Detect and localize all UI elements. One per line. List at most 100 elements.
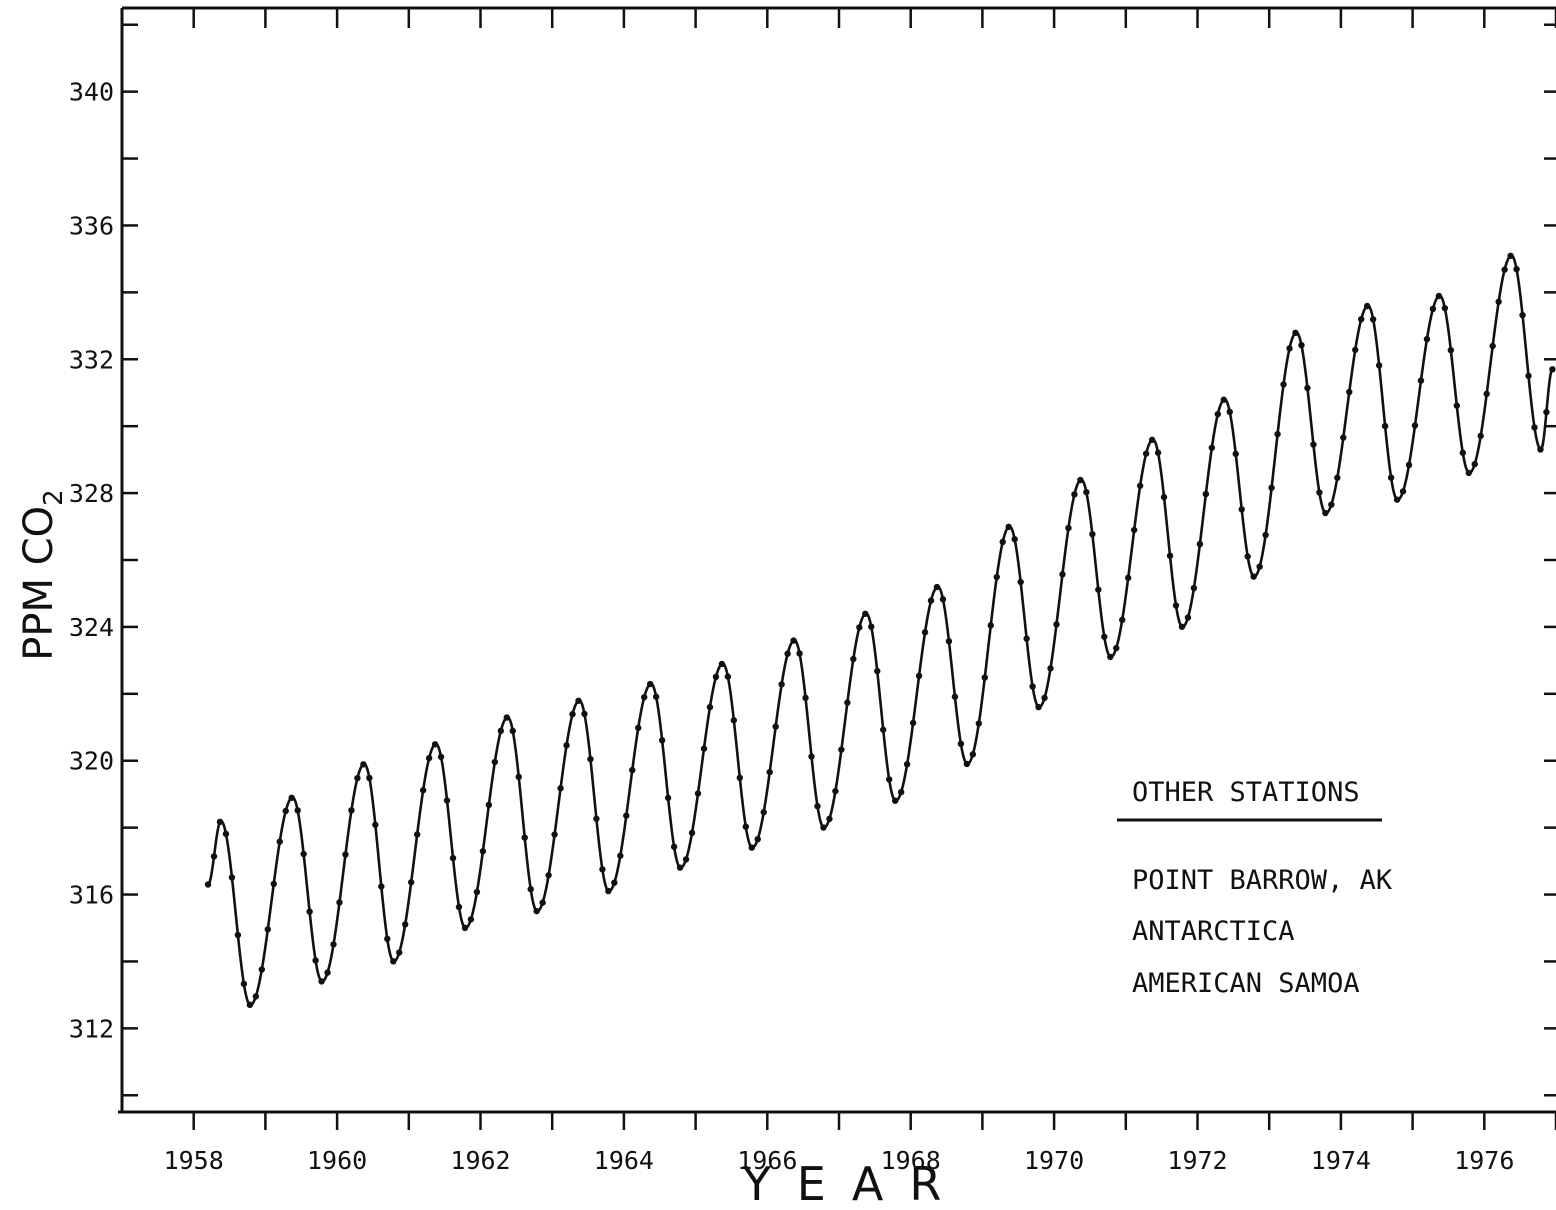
- co2-point: [509, 727, 516, 735]
- co2-point: [1501, 266, 1508, 273]
- co2-point: [820, 824, 827, 831]
- co2-point: [635, 724, 642, 732]
- co2-point: [1095, 586, 1102, 593]
- co2-point: [1525, 372, 1532, 380]
- co2-point: [1286, 345, 1293, 352]
- y-tick-label: 336: [69, 211, 114, 240]
- co2-point: [1256, 563, 1263, 570]
- co2-point: [1023, 635, 1030, 642]
- co2-point: [1346, 388, 1353, 396]
- co2-point: [1423, 335, 1431, 343]
- co2-point: [1071, 491, 1078, 498]
- co2-point: [999, 538, 1006, 546]
- co2-point: [1316, 489, 1323, 496]
- y-tick-label: 332: [69, 345, 114, 374]
- co2-point: [1543, 408, 1550, 416]
- co2-point: [676, 864, 684, 871]
- co2-point: [437, 753, 445, 761]
- co2-point: [1035, 703, 1042, 711]
- co2-point: [1113, 644, 1120, 652]
- co2-point: [1238, 506, 1245, 513]
- co2-point: [945, 638, 953, 645]
- co2-point: [844, 699, 851, 706]
- legend-entry-2: ANTARCTICA: [1132, 916, 1295, 947]
- co2-point: [670, 843, 678, 850]
- co2-point: [1244, 553, 1251, 560]
- co2-point: [1119, 616, 1126, 624]
- co2-point: [1465, 469, 1472, 477]
- co2-point: [467, 916, 475, 923]
- co2-point: [204, 881, 212, 888]
- co2-point: [240, 980, 248, 988]
- co2-point: [1447, 346, 1455, 354]
- legend-entry-3: AMERICAN SAMOA: [1132, 968, 1360, 999]
- co2-point: [1489, 342, 1496, 350]
- co2-point: [276, 838, 283, 845]
- legend-entry-1: POINT BARROW, AK: [1132, 865, 1393, 896]
- co2-point: [1130, 526, 1138, 534]
- co2-point: [431, 741, 439, 748]
- co2-point: [617, 852, 624, 859]
- co2-point: [1083, 488, 1090, 496]
- co2-point: [557, 785, 564, 792]
- x-axis-title: YEAR: [742, 1157, 968, 1210]
- co2-point: [1089, 530, 1096, 538]
- y-axis-ticks: 312 316 320 324 328 332 336 340: [69, 23, 1556, 1097]
- co2-point: [1358, 315, 1365, 323]
- co2-point: [222, 830, 230, 838]
- co2-points: [204, 252, 1556, 1009]
- co2-point: [623, 812, 630, 819]
- co2-point: [551, 831, 558, 838]
- co2-point: [1226, 408, 1233, 416]
- co2-point: [234, 931, 242, 939]
- co2-point: [581, 710, 588, 718]
- co2-point: [294, 807, 301, 814]
- co2-point: [479, 848, 487, 855]
- co2-point: [748, 844, 755, 851]
- co2-point: [1005, 523, 1012, 531]
- co2-point: [927, 597, 935, 604]
- x-tick-label: 1976: [1454, 1146, 1514, 1175]
- co2-point: [1107, 653, 1114, 661]
- co2-point: [1011, 536, 1018, 543]
- co2-point: [443, 797, 451, 804]
- y-axis-title: PPM CO2: [16, 489, 69, 660]
- co2-point: [766, 768, 773, 776]
- co2-point: [1507, 252, 1514, 260]
- co2-point: [1328, 501, 1335, 508]
- co2-point: [1519, 311, 1526, 319]
- co2-point: [897, 788, 905, 796]
- co2-point: [1190, 584, 1198, 592]
- co2-point: [1429, 305, 1437, 313]
- co2-point: [1268, 484, 1275, 491]
- co2-point: [1513, 265, 1520, 273]
- co2-point: [760, 809, 767, 816]
- co2-point: [921, 629, 929, 636]
- co2-point: [694, 790, 702, 797]
- co2-point: [838, 746, 845, 753]
- co2-point: [1369, 316, 1377, 323]
- co2-point: [1298, 341, 1305, 349]
- co2-point: [778, 681, 785, 688]
- co2-point: [545, 872, 552, 879]
- co2-point: [527, 885, 534, 893]
- co2-point: [850, 655, 857, 663]
- co2-point: [282, 807, 289, 815]
- co2-point: [939, 596, 947, 603]
- co2-point: [449, 854, 457, 862]
- x-tick-label: 1970: [1024, 1146, 1084, 1175]
- co2-point: [503, 714, 510, 721]
- co2-point: [473, 888, 481, 896]
- co2-point: [1495, 298, 1502, 305]
- co2-point: [969, 751, 977, 758]
- co2-point: [1029, 683, 1036, 690]
- co2-point: [1202, 490, 1210, 498]
- co2-point: [951, 693, 959, 700]
- co2-point: [539, 899, 546, 906]
- y-tick-label: 316: [69, 881, 114, 910]
- co2-point: [264, 926, 271, 933]
- co2-point: [1531, 424, 1538, 431]
- co2-point: [372, 821, 379, 828]
- co2-point: [1184, 614, 1192, 621]
- co2-point: [856, 624, 863, 631]
